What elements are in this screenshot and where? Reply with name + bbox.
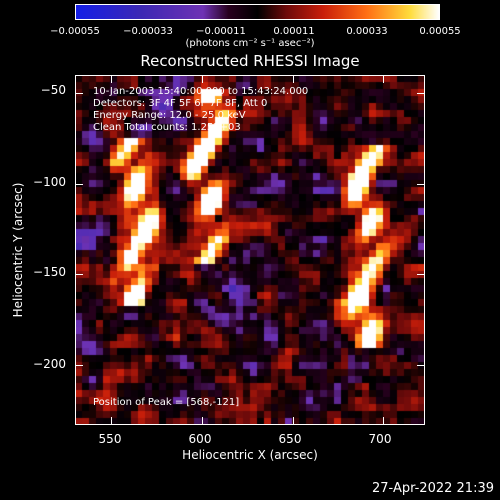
heatmap-plot: [75, 75, 425, 425]
y-tick-label: −150: [33, 265, 66, 279]
x-tick-label: 700: [368, 432, 392, 446]
counts-annotation: Clean Total counts: 1.25E+03: [93, 122, 241, 133]
colorbar-tick-label: −0.00011: [196, 26, 246, 37]
colorbar-tick-label: −0.00055: [50, 26, 100, 37]
peak-position-annotation: Position of Peak = [568,-121]: [93, 397, 240, 408]
colorbar-units: (photons cm⁻² s⁻¹ asec⁻²): [185, 38, 315, 49]
x-axis-label: Heliocentric X (arcsec): [182, 448, 318, 462]
x-tick-mark: [111, 75, 113, 83]
y-tick-mark: [75, 365, 83, 367]
time-range-annotation: 10-Jan-2003 15:40:00.000 to 15:43:24.000: [93, 86, 309, 97]
colorbar: [75, 4, 440, 20]
detectors-annotation: Detectors: 3F 4F 5F 6F 7F 8F, Att 0: [93, 98, 268, 109]
colorbar-tick-label: 0.00055: [419, 26, 461, 37]
y-tick-label: −50: [40, 83, 66, 97]
x-tick-mark: [111, 417, 113, 425]
x-tick-mark: [292, 417, 294, 425]
y-tick-mark: [417, 183, 425, 185]
x-tick-mark: [383, 417, 385, 425]
y-tick-label: −200: [33, 357, 66, 371]
footer-timestamp: 27-Apr-2022 21:39: [372, 481, 494, 496]
x-tick-label: 600: [188, 432, 212, 446]
y-tick-mark: [417, 93, 425, 95]
x-tick-mark: [383, 75, 385, 83]
x-tick-mark: [201, 75, 203, 83]
y-tick-mark: [417, 365, 425, 367]
y-axis-label: Heliocentric Y (arcsec): [11, 182, 25, 318]
x-tick-label: 550: [98, 432, 122, 446]
energy-range-annotation: Energy Range: 12.0 - 25.0 keV: [93, 110, 246, 121]
y-tick-mark: [417, 274, 425, 276]
colorbar-tick-label: 0.00033: [346, 26, 388, 37]
x-tick-mark: [292, 75, 294, 83]
y-tick-label: −100: [33, 175, 66, 189]
x-tick-mark: [201, 417, 203, 425]
heatmap-image: [75, 75, 425, 425]
chart-title: Reconstructed RHESSI Image: [140, 52, 360, 70]
y-tick-mark: [75, 93, 83, 95]
colorbar-tick-label: 0.00011: [273, 26, 315, 37]
colorbar-tick-label: −0.00033: [123, 26, 173, 37]
y-tick-mark: [75, 183, 83, 185]
y-tick-mark: [75, 274, 83, 276]
x-tick-label: 650: [278, 432, 302, 446]
